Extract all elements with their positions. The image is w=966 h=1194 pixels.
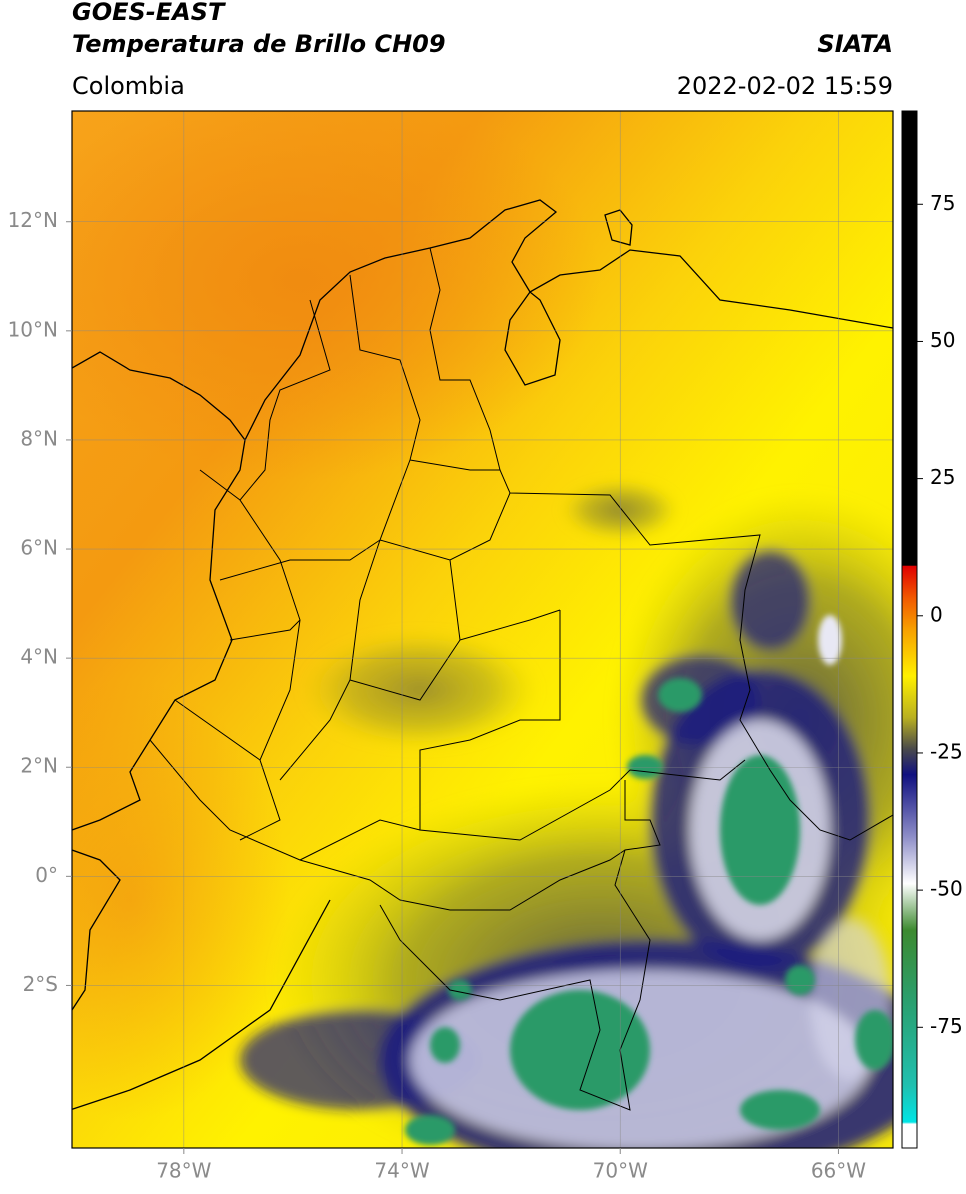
y-tick-label: 2°S <box>23 972 58 996</box>
warm-area <box>72 111 600 480</box>
region: Colombia <box>72 72 185 100</box>
datetime: 2022-02-02 15:59 <box>677 72 893 100</box>
cold-tops <box>405 615 893 1145</box>
warm-area <box>72 680 290 1120</box>
colorbar-tick-label: 75 <box>930 191 955 215</box>
colorbar-tick-label: 0 <box>930 602 943 626</box>
subtitle: Temperatura de Brillo CH09 <box>72 30 446 58</box>
y-tick-label: 10°N <box>8 317 58 341</box>
colorbar-tick-label: -50 <box>930 877 963 901</box>
x-tick-label: 70°W <box>593 1159 648 1183</box>
map-image <box>72 111 893 1148</box>
colorbar-tick-label: 25 <box>930 465 955 489</box>
grid <box>72 111 893 1148</box>
source: SIATA <box>817 30 893 58</box>
colorbar-tick-label: -75 <box>930 1014 963 1038</box>
colorbar-tick-label: -25 <box>930 739 963 763</box>
x-tick-label: 66°W <box>811 1159 866 1183</box>
y-tick-label: 2°N <box>20 754 58 778</box>
colorbar-tick-label: 50 <box>930 328 955 352</box>
x-tick-label: 74°W <box>374 1159 429 1183</box>
map-frame <box>71 110 894 1149</box>
y-tick-label: 12°N <box>8 208 58 232</box>
y-tick-label: 0° <box>35 863 58 887</box>
colorbar <box>901 110 918 1149</box>
y-tick-label: 4°N <box>20 645 58 669</box>
x-tick-label: 78°W <box>156 1159 211 1183</box>
y-tick-label: 8°N <box>20 426 58 450</box>
y-tick-label: 6°N <box>20 536 58 560</box>
borders <box>149 247 893 1111</box>
title: GOES-EAST <box>72 0 226 26</box>
